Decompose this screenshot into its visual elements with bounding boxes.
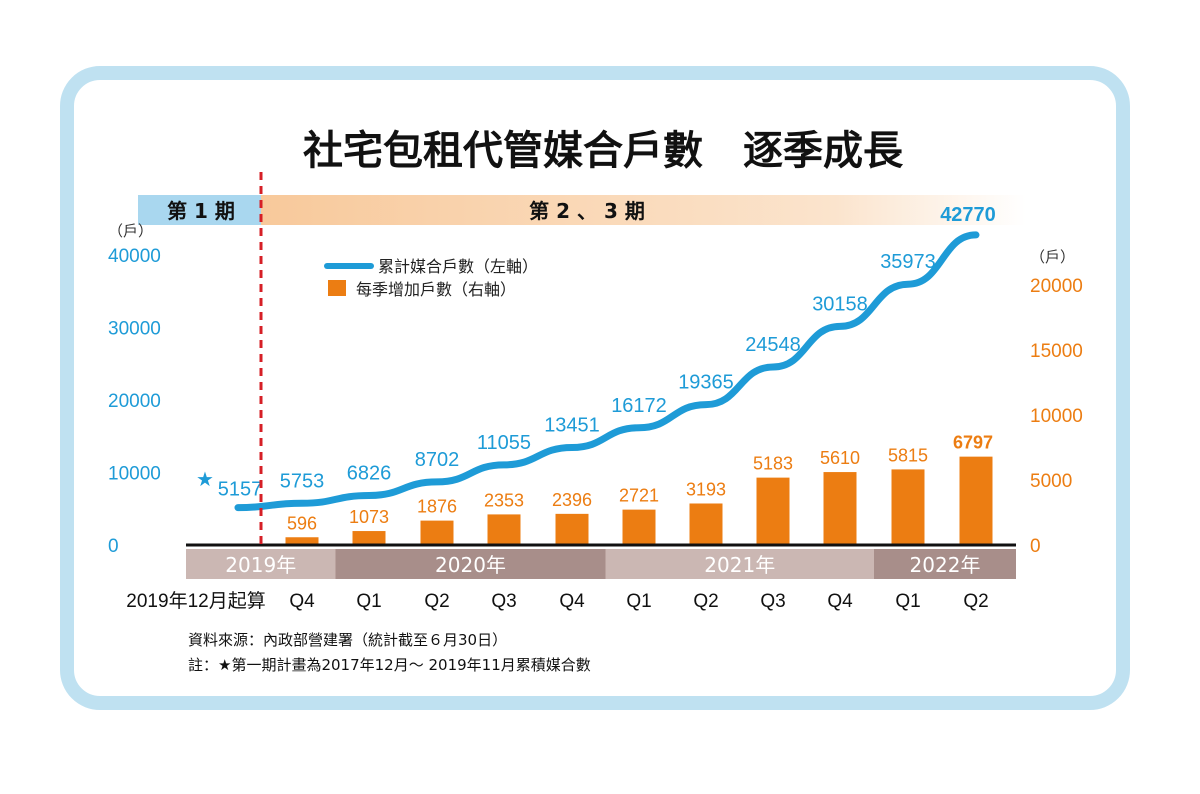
bar-series: [285, 456, 993, 545]
line-value-label: 35973: [880, 251, 936, 273]
year-band: [186, 549, 336, 579]
left-tick-label: 0: [108, 536, 119, 557]
right-tick-label: 5000: [1030, 471, 1072, 492]
legend-bar-swatch: [328, 280, 346, 296]
bar-value-label: 3193: [686, 479, 726, 499]
chart-title: 社宅包租代管媒合戶數 逐季成長: [303, 128, 904, 174]
year-label: 2019年: [225, 553, 296, 577]
year-band: [605, 549, 874, 579]
bar-value-label: 5610: [820, 448, 860, 468]
right-axis-ticks: 0 5000 10000 15000 20000: [1030, 276, 1083, 557]
line-value-label: 8702: [415, 449, 460, 471]
line-value-label: 30158: [812, 293, 868, 315]
bar: [352, 531, 386, 545]
left-tick-label: 20000: [108, 391, 161, 412]
phase-2-3-band: [261, 195, 1026, 225]
phase-1-label: 第 1 期: [167, 199, 235, 223]
category-label: Q1: [895, 591, 920, 612]
bar: [823, 472, 857, 545]
category-label: Q4: [827, 591, 853, 612]
cumulative-line: [234, 231, 980, 512]
year-band: [874, 549, 1016, 579]
legend-bar-label: 每季增加戶數（右軸）: [356, 280, 516, 299]
right-tick-label: 0: [1030, 536, 1041, 557]
bar: [285, 537, 319, 545]
category-labels: 2019年12月起算 Q4 Q1 Q2 Q3 Q4 Q1 Q2 Q3 Q4 Q1 Q2: [126, 590, 988, 612]
left-tick-label: 10000: [108, 464, 161, 485]
bar-value-label: 6797: [953, 433, 993, 453]
phase-1-band: [138, 195, 261, 225]
year-label: 2021年: [704, 553, 775, 577]
chart-frame: [60, 66, 1130, 710]
line-value-label: 11055: [477, 432, 531, 454]
source-note: 資料來源：內政部營建署（統計截至６月30日）: [188, 631, 507, 649]
year-label: 2022年: [910, 553, 981, 577]
line-value-label: 6826: [347, 463, 392, 485]
left-axis-unit: （戶）: [108, 222, 153, 240]
bar: [487, 514, 521, 545]
right-axis-unit: （戶）: [1030, 248, 1075, 266]
category-label: Q1: [626, 591, 651, 612]
bar: [689, 503, 723, 545]
category-label: 2019年12月起算: [126, 590, 265, 612]
legend-line-label: 累計媒合戶數（左軸）: [378, 257, 538, 276]
bar-value-label: 1876: [417, 497, 457, 517]
category-label: Q4: [559, 591, 585, 612]
line-labels: 5157 5753 6826 8702 11055 13451 16172 19365 2454…: [218, 204, 996, 501]
right-tick-label: 10000: [1030, 406, 1083, 427]
category-label: Q1: [356, 591, 381, 612]
left-axis-ticks: 0 10000 20000 30000 40000: [108, 246, 161, 557]
right-tick-label: 15000: [1030, 341, 1083, 362]
bar-value-label: 5815: [888, 445, 928, 465]
left-tick-label: 40000: [108, 246, 161, 267]
year-label: 2020年: [435, 553, 506, 577]
category-label: Q4: [289, 591, 315, 612]
bar: [756, 477, 790, 545]
star-annotation: ★: [196, 467, 214, 491]
bar-value-label: 596: [287, 513, 317, 533]
line-value-label: 5753: [280, 470, 325, 492]
right-tick-label: 20000: [1030, 276, 1083, 297]
category-label: Q3: [760, 591, 785, 612]
category-label: Q2: [424, 591, 449, 612]
footnote: 註：★第一期計畫為2017年12月～ 2019年11月累積媒合數: [188, 656, 591, 674]
line-value-label: 16172: [611, 395, 667, 417]
line-value-label: 13451: [544, 414, 600, 436]
bar-labels: 596 1073 1876 2353 2396 2721 3193 5183 5610 5815 6…: [287, 433, 993, 534]
left-tick-label: 30000: [108, 319, 161, 340]
bar: [959, 456, 993, 545]
bar-value-label: 2396: [552, 490, 592, 510]
category-label: Q2: [693, 591, 718, 612]
year-bands: 2019年 2020年 2021年 2022年: [186, 549, 1016, 579]
phase-2-3-label: 第 2 、 3 期: [529, 199, 645, 223]
line-value-label: 42770: [940, 204, 996, 226]
bar-value-label: 5183: [753, 454, 793, 474]
line-value-label: 19365: [678, 372, 734, 394]
bar: [891, 469, 925, 545]
category-label: Q2: [963, 591, 988, 612]
bar: [420, 520, 454, 545]
bar-value-label: 1073: [349, 507, 389, 527]
bar: [622, 509, 656, 545]
line-value-label: 24548: [745, 334, 801, 356]
bar-value-label: 2353: [484, 490, 524, 510]
category-label: Q3: [491, 591, 516, 612]
line-value-label: 5157: [218, 479, 263, 501]
bar-value-label: 2721: [619, 486, 659, 506]
year-band: [335, 549, 606, 579]
bar: [555, 513, 589, 545]
